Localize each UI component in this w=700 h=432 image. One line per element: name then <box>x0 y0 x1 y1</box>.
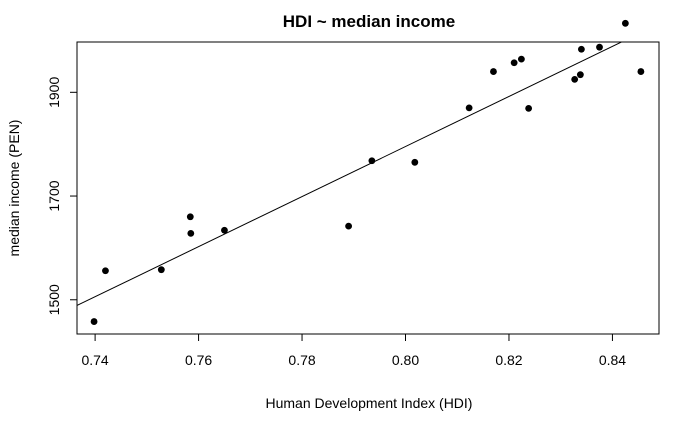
data-point-10 <box>465 104 473 112</box>
data-point-2 <box>102 267 109 275</box>
x-tick-label-6: 0.84 <box>599 352 626 368</box>
chart-title: HDI ~ median income <box>283 12 455 31</box>
data-point-20 <box>637 68 645 75</box>
data-point-18 <box>596 43 603 51</box>
x-axis-label: Human Development Index (HDI) <box>266 395 473 411</box>
data-point-12 <box>510 59 518 67</box>
data-point-16 <box>576 71 584 79</box>
data-point-4 <box>186 213 194 221</box>
y-tick-label-1: 1500 <box>46 284 62 315</box>
y-axis: 1500 1700 1900 <box>46 77 78 315</box>
x-tick-label-3: 0.78 <box>288 352 315 368</box>
data-point-14 <box>525 104 533 112</box>
data-point-6 <box>221 226 228 234</box>
data-point-17 <box>578 45 585 53</box>
data-point-11 <box>490 68 497 75</box>
x-tick-label-4: 0.80 <box>392 352 419 368</box>
plot-frame <box>76 41 660 335</box>
data-points <box>90 19 645 325</box>
y-tick-label-3: 1900 <box>46 77 62 108</box>
data-point-5 <box>187 229 195 237</box>
x-tick-label-2: 0.76 <box>185 352 212 368</box>
data-point-1 <box>90 318 98 325</box>
x-axis: 0.74 0.76 0.78 0.80 0.82 0.84 <box>81 333 626 368</box>
y-tick-label-2: 1700 <box>46 180 62 211</box>
data-point-9 <box>411 158 419 166</box>
x-tick-label-1: 0.74 <box>81 352 108 368</box>
x-tick-label-5: 0.82 <box>495 352 522 368</box>
regression-line <box>77 42 623 306</box>
data-point-13 <box>517 55 525 63</box>
data-point-19 <box>621 19 629 27</box>
data-point-15 <box>571 75 579 83</box>
data-point-7 <box>345 222 352 230</box>
data-point-3 <box>157 266 165 274</box>
data-point-8 <box>368 157 376 165</box>
y-axis-label: median income (PEN) <box>6 120 22 257</box>
